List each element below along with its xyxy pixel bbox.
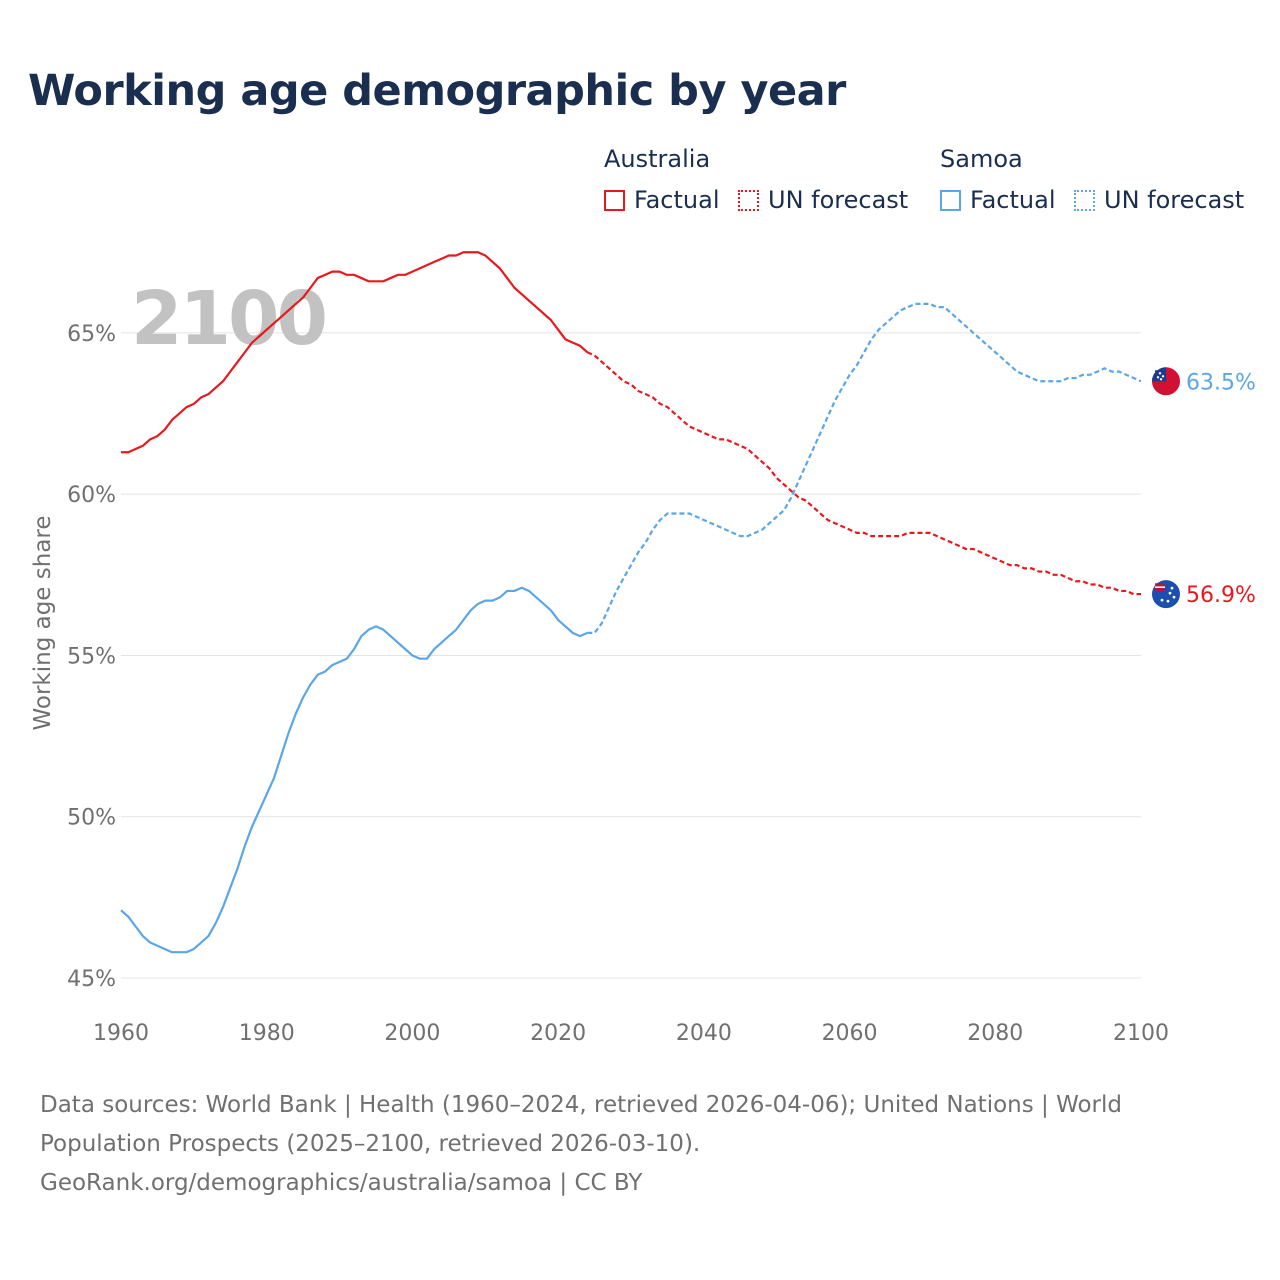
series-line-samoa-forecast — [587, 302, 1142, 634]
year-watermark: 2100 — [131, 276, 325, 362]
y-tick-label: 45% — [67, 967, 116, 992]
legend-label: UN forecast — [1104, 186, 1245, 214]
series-line-australia-factual — [121, 251, 589, 454]
series-line-samoa-factual — [120, 586, 588, 954]
y-tick-label: 65% — [67, 322, 116, 347]
end-label-samoa: 63.5% — [1186, 370, 1256, 395]
legend-australia-forecast[interactable]: UN forecast — [738, 186, 908, 214]
x-tick-label: 2020 — [530, 1021, 586, 1046]
y-axis-label: Working age share — [30, 515, 56, 730]
source-line-1: Data sources: World Bank | Health (1960–… — [40, 1092, 1122, 1118]
x-tick-label: 2000 — [384, 1021, 440, 1046]
line-chart: 2100 45% 50% 55% 60% 65% 1960 1980 2000 2020 204… — [30, 251, 1256, 1046]
legend-group-australia: Australia — [604, 145, 711, 173]
source-note: Data sources: World Bank | Health (1960–… — [40, 1086, 1200, 1203]
legend-swatch-solid-samoa — [940, 189, 961, 211]
x-tick-label: 1980 — [239, 1021, 295, 1046]
legend-swatch-dotted-australia — [738, 189, 759, 211]
x-tick-label: 2100 — [1113, 1021, 1169, 1046]
source-line-3[interactable]: GeoRank.org/demographics/australia/samoa… — [40, 1170, 643, 1196]
x-tick-label: 2060 — [822, 1021, 878, 1046]
end-label-australia: 56.9% — [1186, 583, 1256, 608]
legend-swatch-solid-australia — [604, 189, 625, 211]
x-tick-label: 2040 — [676, 1021, 732, 1046]
series-line-australia-forecast — [586, 351, 1141, 596]
legend-group-samoa: Samoa — [940, 145, 1023, 173]
australia-flag-icon — [1152, 580, 1180, 609]
x-tick-label: 1960 — [93, 1021, 149, 1046]
legend-label: UN forecast — [768, 186, 909, 214]
chart-title: Working age demographic by year — [28, 66, 846, 116]
x-tick-label: 2080 — [967, 1021, 1023, 1046]
y-tick-label: 50% — [67, 806, 116, 831]
legend-samoa-forecast[interactable]: UN forecast — [1074, 186, 1244, 214]
legend-label: Factual — [634, 186, 720, 214]
legend-label: Factual — [970, 186, 1056, 214]
legend-samoa-factual[interactable]: Factual — [940, 186, 1056, 214]
source-line-2: Population Prospects (2025–2100, retriev… — [40, 1131, 701, 1157]
legend-australia-factual[interactable]: Factual — [604, 186, 720, 214]
y-tick-label: 55% — [67, 644, 116, 669]
samoa-flag-icon — [1152, 367, 1180, 396]
y-tick-label: 60% — [67, 483, 116, 508]
legend-swatch-dotted-samoa — [1074, 189, 1095, 211]
